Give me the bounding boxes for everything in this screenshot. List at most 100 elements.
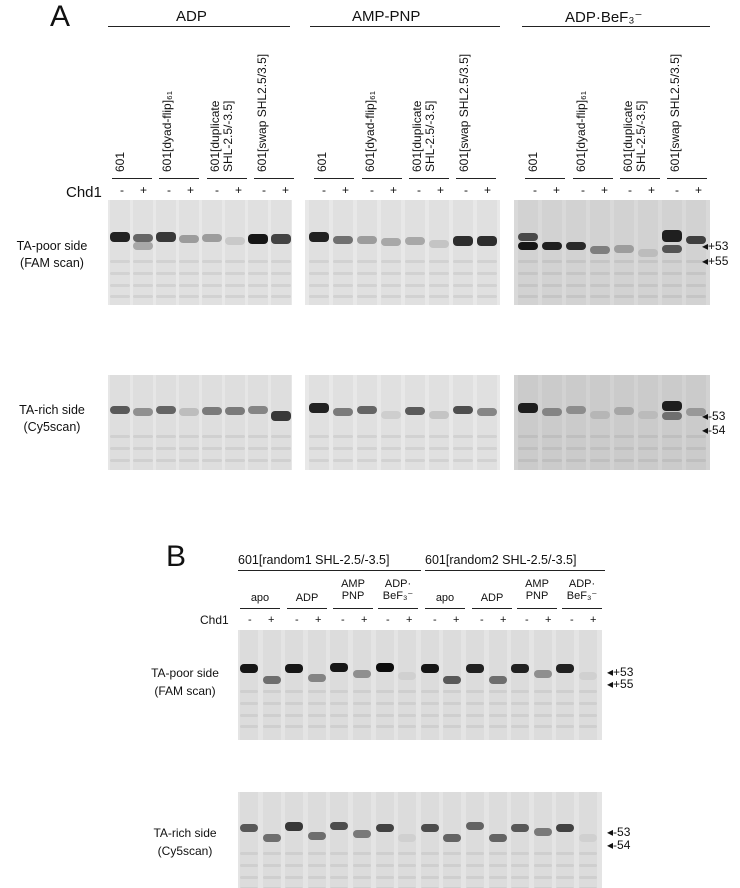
gel-band <box>488 676 507 684</box>
gel-band-faint <box>353 852 371 855</box>
row1-label-a: TA-poor side (FAM scan) <box>0 238 104 272</box>
gel-band-faint <box>262 876 281 879</box>
gel-band-faint <box>202 447 222 450</box>
marker-b-plus55: ◂+55 <box>607 677 634 691</box>
gel-band <box>477 236 497 246</box>
chd1-plus-sign: + <box>484 183 492 197</box>
chd1-plus-sign: + <box>648 183 656 197</box>
condition-label-line: ADP <box>480 592 504 604</box>
gel-band-faint <box>271 295 291 298</box>
group-header-amppnp: AMP-PNP <box>352 8 421 25</box>
gel-band <box>511 664 530 673</box>
gel-band-faint <box>333 272 353 275</box>
chd1-minus-sign: - <box>322 183 326 197</box>
chd1-minus-sign: - <box>215 183 219 197</box>
gel-band-faint <box>110 260 130 263</box>
lane-label-line: 601 <box>315 151 329 172</box>
gel-band-faint <box>381 260 401 263</box>
gel-band-faint <box>405 295 425 298</box>
group-line-random2 <box>425 570 605 571</box>
gel-band-faint <box>398 725 417 728</box>
lane-background <box>405 375 425 470</box>
gel-band <box>357 236 377 244</box>
lane-label-a-g0-l0: 601 <box>113 152 127 172</box>
gel-band-faint <box>285 702 304 705</box>
row2-label-a-line1: TA-rich side <box>19 403 85 417</box>
gel-band-faint <box>202 435 222 438</box>
marker-b-minus53: ◂-53 <box>607 825 631 839</box>
gel-band-faint <box>477 295 497 298</box>
gel-a-cy5-amppnp <box>305 375 500 470</box>
lane-background <box>376 630 394 740</box>
gel-band-faint <box>443 852 462 855</box>
gel-band-faint <box>309 284 329 287</box>
gel-band <box>405 407 425 415</box>
condition-line-b <box>425 608 465 609</box>
gel-band-faint <box>518 435 538 438</box>
gel-band <box>662 245 682 253</box>
gel-band-faint <box>579 876 597 879</box>
gel-band-faint <box>248 459 268 462</box>
condition-line-b <box>333 608 373 609</box>
gel-band <box>110 406 130 414</box>
gel-band-faint <box>477 284 497 287</box>
chd1-plus-sign: + <box>390 183 398 197</box>
gel-band-faint <box>225 447 245 450</box>
condition-line-b <box>517 608 557 609</box>
gel-band-faint <box>202 272 222 275</box>
lane-label-line: 601[dyad-flip]₆₁ <box>363 91 377 172</box>
gel-band-faint <box>662 260 682 263</box>
condition-label-line: PNP <box>341 590 365 602</box>
chd1-plus-sign: + <box>315 614 322 626</box>
gel-band-faint <box>248 295 268 298</box>
gel-band-faint <box>556 702 575 705</box>
gel-band-faint <box>110 459 130 462</box>
chd1-plus-sign: + <box>187 183 195 197</box>
gel-band-faint <box>330 876 349 879</box>
gel-band-faint <box>638 459 658 462</box>
gel-band-faint <box>556 725 575 728</box>
lane-background <box>579 630 597 740</box>
lane-label-line: 601[dyad-flip]₆₁ <box>160 91 174 172</box>
lane-label-line: 601 <box>526 151 540 172</box>
gel-band-faint <box>566 435 586 438</box>
gel-band-faint <box>381 459 401 462</box>
condition-label-line: apo <box>250 592 270 604</box>
gel-band-faint <box>240 852 258 855</box>
gel-band <box>398 672 417 680</box>
lane-label-a-g2-l3: 601[swap SHL2.5/3.5] <box>668 54 682 172</box>
gel-band <box>453 406 473 414</box>
lane-background <box>353 792 371 888</box>
gel-band-faint <box>240 714 258 717</box>
gel-band-faint <box>285 714 304 717</box>
gel-band-faint <box>156 447 176 450</box>
gel-band-faint <box>477 435 497 438</box>
gel-band-faint <box>110 272 130 275</box>
chd1-minus-sign: - <box>525 614 529 626</box>
gel-band-faint <box>542 272 562 275</box>
gel-band-faint <box>398 852 417 855</box>
gel-band <box>330 663 349 672</box>
panel-b-letter: B <box>166 540 187 573</box>
lane-label-line: SHL-2.5/-3.5] <box>423 100 437 172</box>
gel-band-faint <box>614 272 634 275</box>
gel-band <box>285 822 304 831</box>
gel-band-faint <box>179 435 199 438</box>
lane-line-a <box>667 178 707 179</box>
gel-band-faint <box>466 690 484 693</box>
condition-label-b: AMP PNP <box>515 578 559 602</box>
gel-band-faint <box>271 284 291 287</box>
gel-band-faint <box>579 702 597 705</box>
lane-background <box>518 200 538 305</box>
gel-band-faint <box>248 272 268 275</box>
lane-background <box>156 200 176 305</box>
group-line-adpbef3 <box>522 26 710 27</box>
gel-band <box>662 230 682 242</box>
gel-band <box>429 411 449 419</box>
gel-band-faint <box>398 876 417 879</box>
gel-band-faint <box>405 260 425 263</box>
gel-band-faint <box>179 284 199 287</box>
gel-band-faint <box>202 295 222 298</box>
gel-band-faint <box>357 260 377 263</box>
gel-band-faint <box>353 690 371 693</box>
